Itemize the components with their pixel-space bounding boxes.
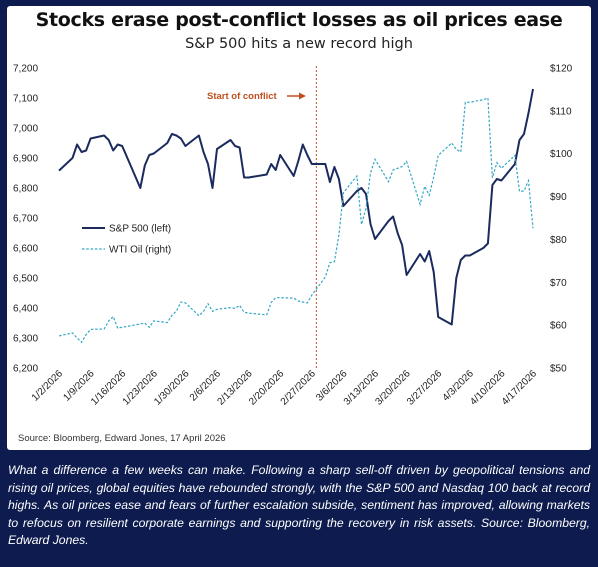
chart-title: Stocks erase post-conflict losses as oil… [35, 9, 563, 31]
y-left-tick-label: 6,400 [13, 304, 38, 315]
y-right-tick-label: $80 [550, 235, 567, 246]
y-left-tick-label: 7,000 [13, 124, 38, 135]
y-right-tick-label: $100 [550, 149, 573, 160]
chart-card: Stocks erase post-conflict losses as oil… [7, 6, 591, 450]
y-left-tick-label: 6,800 [13, 184, 38, 195]
y-right-tick-label: $50 [550, 364, 567, 375]
y-right-tick-label: $120 [550, 64, 573, 75]
legend-oil-label: WTI Oil (right) [109, 245, 171, 256]
x-tick-label: 4/17/2026 [500, 368, 540, 408]
x-tick-label: 3/27/2026 [405, 368, 445, 408]
y-left-tick-label: 6,500 [13, 274, 38, 285]
line-chart: 6,200 6,300 6,400 6,500 6,600 6,700 6,800 6,900… [13, 64, 573, 408]
conflict-annotation-label: Start of conflict [207, 91, 278, 102]
y-left-tick-label: 6,200 [13, 364, 38, 375]
chart-subtitle: S&P 500 hits a new record high [185, 36, 413, 52]
x-tick-label: 2/27/2026 [279, 368, 319, 408]
legend-sp500-label: S&P 500 (left) [109, 224, 171, 235]
x-tick-label: 1/30/2026 [152, 368, 192, 408]
conflict-arrowhead [299, 92, 306, 100]
y-left-tick-label: 7,100 [13, 94, 38, 105]
y-left-tick-label: 7,200 [13, 64, 38, 75]
y-left-tick-label: 6,700 [13, 214, 38, 225]
source-note: Source: Bloomberg, Edward Jones, 17 Apri… [18, 433, 226, 444]
y-right-tick-label: $90 [550, 192, 567, 203]
y-left-tick-label: 6,900 [13, 154, 38, 165]
wti-oil-line [58, 97, 534, 344]
y-right-tick-label: $70 [550, 278, 567, 289]
y-right-tick-label: $60 [550, 321, 567, 332]
y-left-tick-label: 6,600 [13, 244, 38, 255]
y-right-tick-label: $110 [550, 106, 572, 117]
caption-text: What a difference a few weeks can make. … [8, 463, 590, 547]
sp500-line [58, 88, 534, 326]
y-left-tick-label: 6,300 [13, 334, 38, 345]
